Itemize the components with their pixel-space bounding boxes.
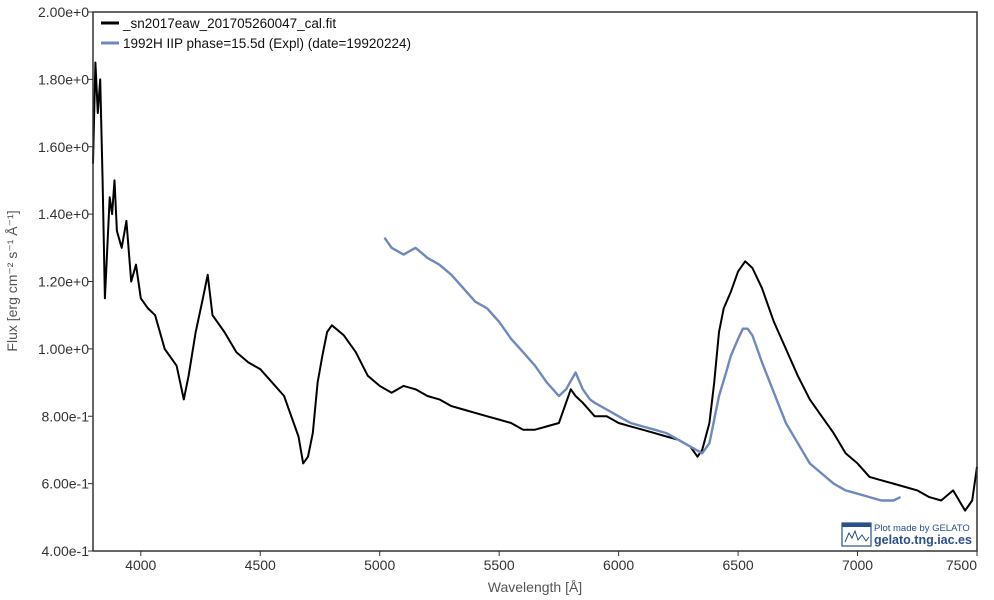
x-tick-label: 7500 bbox=[946, 557, 977, 573]
y-tick-label: 4.00e-1 bbox=[42, 543, 90, 559]
x-tick-label: 7000 bbox=[842, 557, 873, 573]
gelato-logo-band bbox=[842, 523, 871, 527]
series-line-2 bbox=[383, 237, 902, 502]
y-tick-label: 1.80e+0 bbox=[38, 71, 89, 87]
gelato-badge-line1: Plot made by GELATO bbox=[874, 523, 970, 534]
x-axis: 4000 4500 5000 5500 6000 6500 7000 7500 bbox=[125, 551, 978, 573]
legend-label-series-2: 1992H IIP phase=15.5d (Expl) (date=19920… bbox=[123, 36, 411, 51]
x-tick-label: 5500 bbox=[484, 557, 515, 573]
plot-background bbox=[93, 12, 977, 551]
series-line-1 bbox=[92, 61, 978, 512]
y-tick-label: 6.00e-1 bbox=[42, 476, 90, 492]
y-tick-label: 8.00e-1 bbox=[42, 408, 90, 424]
y-tick-label: 2.00e+0 bbox=[38, 4, 89, 20]
gelato-logo-spectrum bbox=[844, 529, 870, 543]
x-tick-label: 4000 bbox=[125, 557, 156, 573]
x-tick-label: 4500 bbox=[245, 557, 276, 573]
x-tick-label: 6500 bbox=[723, 557, 754, 573]
x-axis-title: Wavelength [Å] bbox=[488, 579, 582, 595]
series-layer bbox=[92, 61, 978, 512]
gelato-badge-line2: gelato.tng.iac.es bbox=[874, 533, 972, 547]
x-tick-label: 6000 bbox=[603, 557, 634, 573]
y-tick-label: 1.00e+0 bbox=[38, 341, 89, 357]
legend: _sn2017eaw_201705260047_cal.fit 1992H II… bbox=[101, 16, 411, 51]
legend-label-series-1: _sn2017eaw_201705260047_cal.fit bbox=[122, 16, 336, 31]
y-tick-label: 1.60e+0 bbox=[38, 139, 89, 155]
gelato-badge: Plot made by GELATO gelato.tng.iac.es bbox=[841, 522, 972, 547]
y-axis-title: Flux [erg cm⁻² s⁻¹ Å⁻¹] bbox=[4, 210, 20, 351]
plot-frame bbox=[92, 11, 978, 552]
y-axis: 4.00e-1 6.00e-1 8.00e-1 1.00e+0 1.20e+0 1.40e… bbox=[38, 4, 93, 559]
x-tick-label: 5000 bbox=[364, 557, 395, 573]
y-tick-label: 1.20e+0 bbox=[38, 274, 89, 290]
y-tick-label: 1.40e+0 bbox=[38, 206, 89, 222]
